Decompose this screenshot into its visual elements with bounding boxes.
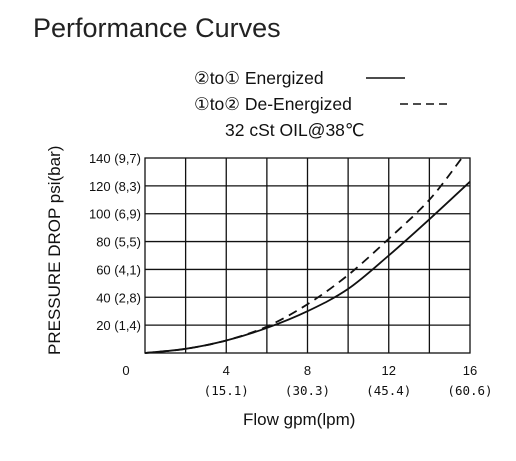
series-deenergized-line bbox=[144, 157, 463, 354]
y-axis-label: PRESSURE DROP psi(bar) bbox=[45, 146, 64, 355]
x-tick-label: 12 bbox=[382, 363, 396, 378]
x-tick-sublabel: (45.4) bbox=[366, 383, 411, 398]
x-tick-label: 0 bbox=[122, 363, 129, 378]
y-tick-label: 120 (8,3) bbox=[89, 179, 141, 194]
y-tick-label: 140 (9,7) bbox=[89, 151, 141, 166]
legend-conditions-text: 32 cSt OIL@38℃ bbox=[225, 120, 365, 140]
legend-energized-label: ②to① Energized bbox=[194, 68, 324, 88]
tick-labels: 20 (1,4) 40 (2,8) 60 (4,1) 80 (5,5) 100 (6,9… bbox=[89, 151, 493, 398]
x-tick-sublabel: (60.6) bbox=[447, 383, 492, 398]
y-tick-label: 20 (1,4) bbox=[96, 318, 141, 333]
x-tick-label: 4 bbox=[223, 363, 230, 378]
y-tick-label: 100 (6,9) bbox=[89, 207, 141, 222]
chart-title: Performance Curves bbox=[33, 13, 281, 43]
y-tick-label: 60 (4,1) bbox=[96, 262, 141, 277]
y-tick-label: 40 (2,8) bbox=[96, 290, 141, 305]
legend-deenergized-label: ①to② De-Energized bbox=[194, 94, 352, 114]
x-tick-sublabel: (15.1) bbox=[204, 383, 249, 398]
x-tick-sublabel: (30.3) bbox=[285, 383, 330, 398]
series-lines bbox=[144, 157, 471, 354]
x-tick-label: 8 bbox=[304, 363, 311, 378]
x-tick-label: 16 bbox=[463, 363, 477, 378]
x-axis-label: Flow gpm(lpm) bbox=[243, 410, 355, 429]
grid bbox=[144, 157, 471, 354]
y-tick-label: 80 (5,5) bbox=[96, 235, 141, 250]
